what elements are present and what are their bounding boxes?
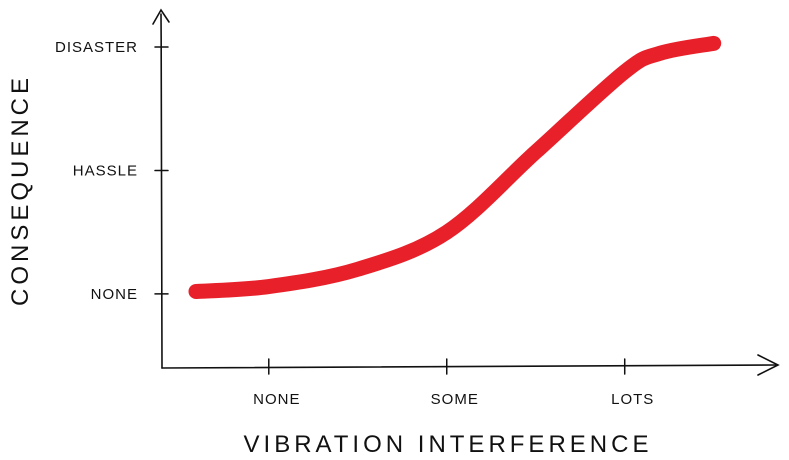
x-tick-label: SOME [431,391,479,408]
y-tick-label: NONE [91,286,138,303]
y-tick-group: NONE HASSLE DISASTER [55,39,169,303]
y-axis-title: CONSEQUENCE [7,74,34,306]
x-axis [161,364,777,369]
series-line-consequence [188,35,722,299]
y-axis-arrowhead [152,8,170,25]
x-tick-group: NONE SOME LOTS [253,358,654,408]
y-axis [160,13,163,369]
x-tick-label: LOTS [611,391,654,408]
x-tick-label: NONE [253,391,300,408]
x-axis-arrowhead [757,354,780,376]
y-tick-label: DISASTER [55,39,138,56]
y-tick-label: HASSLE [73,162,138,179]
x-axis-title: VIBRATION INTERFERENCE [244,431,653,458]
